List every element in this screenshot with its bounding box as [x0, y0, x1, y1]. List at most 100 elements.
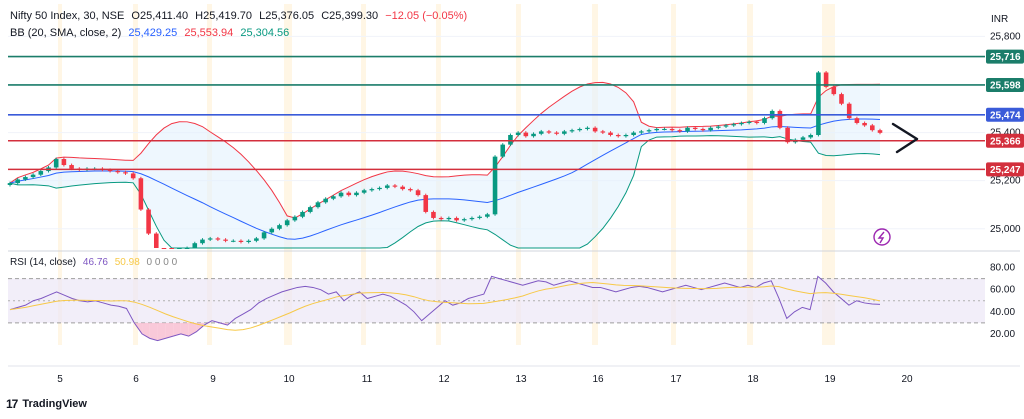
candle-body [870, 125, 875, 131]
candle-body [408, 189, 413, 191]
candle-body [415, 190, 421, 196]
candle-body [777, 110, 783, 128]
level-tag [986, 133, 1024, 148]
rsi-oversold-fill [173, 322, 181, 337]
candle-body [685, 127, 690, 132]
price-tick-label: 25,000 [990, 224, 1021, 235]
candle-body [53, 159, 59, 168]
session-stripe [747, 4, 753, 345]
candle-body [831, 86, 837, 95]
open-value: O25,411.40 [131, 10, 189, 22]
level-tag-label: 25,598 [990, 80, 1021, 91]
candle-body [546, 131, 552, 133]
high-value: H25,419.70 [195, 10, 253, 22]
candle-body [192, 243, 198, 248]
brand-name: TradingView [22, 398, 87, 410]
rsi-oversold-fill [157, 322, 166, 341]
candle-body [115, 171, 121, 173]
lightning-icon [873, 228, 891, 246]
candle-body [315, 202, 321, 208]
candle-body [184, 248, 190, 249]
candle-body [816, 72, 821, 135]
candle-body [384, 185, 390, 188]
candle-body [277, 225, 282, 229]
change-value: −12.05 (−0.05%) [385, 10, 468, 22]
rsi-zeros: 0 0 0 0 [146, 257, 178, 268]
candle-body [146, 209, 151, 234]
candle-body [492, 156, 498, 215]
candle-body [639, 131, 644, 133]
rsi-oversold-fill [180, 322, 189, 337]
candle-body [38, 171, 44, 175]
candle-body [331, 196, 336, 199]
candle-body [223, 239, 228, 241]
candle-body [531, 133, 536, 137]
time-tick-label: 10 [283, 374, 295, 385]
bb-lower-value: 25,304.56 [240, 27, 290, 39]
candle-body [585, 127, 590, 129]
candle-body [246, 240, 251, 242]
candle-body [438, 217, 444, 220]
chevron-right-icon [891, 122, 919, 154]
session-stripe [361, 4, 366, 345]
rsi-legend: RSI (14, close) 46.76 50.98 0 0 0 0 [10, 257, 181, 268]
rsi-value: 46.76 [82, 257, 108, 268]
price-tick-label: 25,800 [990, 31, 1021, 42]
candle-body [862, 122, 867, 126]
time-tick-label: 11 [362, 374, 373, 385]
level-tag-label: 25,716 [990, 52, 1021, 63]
candle-body [153, 233, 159, 248]
level-tag-label: 25,247 [990, 165, 1021, 176]
candle-body [592, 127, 598, 132]
tradingview-logo-icon: 17 [6, 397, 18, 411]
candle-body [161, 248, 167, 249]
candle-body [454, 217, 459, 221]
candle-body [731, 124, 737, 126]
candle-body [692, 127, 698, 129]
time-tick-label: 19 [824, 374, 836, 385]
candle-body [746, 121, 752, 123]
bb-upper-value: 25,553.94 [184, 27, 234, 39]
level-tag [986, 107, 1024, 122]
candle-body [700, 128, 706, 131]
session-stripe [671, 4, 676, 345]
candle-body [361, 190, 367, 193]
session-stripe [284, 4, 292, 345]
candle-body [515, 132, 521, 135]
symbol-title: Nifty 50 Index, 30, NSE [10, 10, 125, 22]
candle-body [554, 132, 559, 134]
candle-body [377, 187, 382, 190]
bb-label: BB (20, SMA, close, 2) [10, 27, 122, 39]
level-tag-label: 25,474 [990, 110, 1021, 121]
candle-body [538, 131, 544, 134]
candle-body [346, 192, 352, 196]
candle-body [523, 132, 529, 137]
price-tick-label: 25,200 [990, 176, 1021, 187]
low-value: L25,376.05 [259, 10, 315, 22]
candle-body [130, 173, 136, 179]
candle-body [846, 103, 852, 119]
candle-body [762, 118, 767, 123]
candle-body [654, 128, 660, 131]
candle-body [230, 240, 236, 242]
rsi-tick-label: 20.00 [990, 329, 1015, 340]
candle-body [631, 132, 636, 135]
candle-body [723, 125, 729, 127]
time-tick-label: 20 [901, 374, 913, 385]
candle-body [677, 130, 683, 132]
candle-body [485, 214, 490, 217]
candle-body [662, 128, 667, 130]
candle-body [207, 238, 213, 240]
candle-body [7, 183, 13, 186]
candle-body [854, 118, 860, 123]
rsi-oversold-fill [165, 322, 174, 339]
rsi-tick-label: 60.00 [990, 285, 1015, 296]
candle-body [600, 131, 606, 133]
candle-body [200, 239, 205, 244]
level-tag [986, 49, 1024, 64]
candle-body [300, 211, 305, 217]
level-tag-label: 25,366 [990, 136, 1021, 147]
candle-body [577, 128, 583, 131]
candle-body [369, 189, 375, 191]
